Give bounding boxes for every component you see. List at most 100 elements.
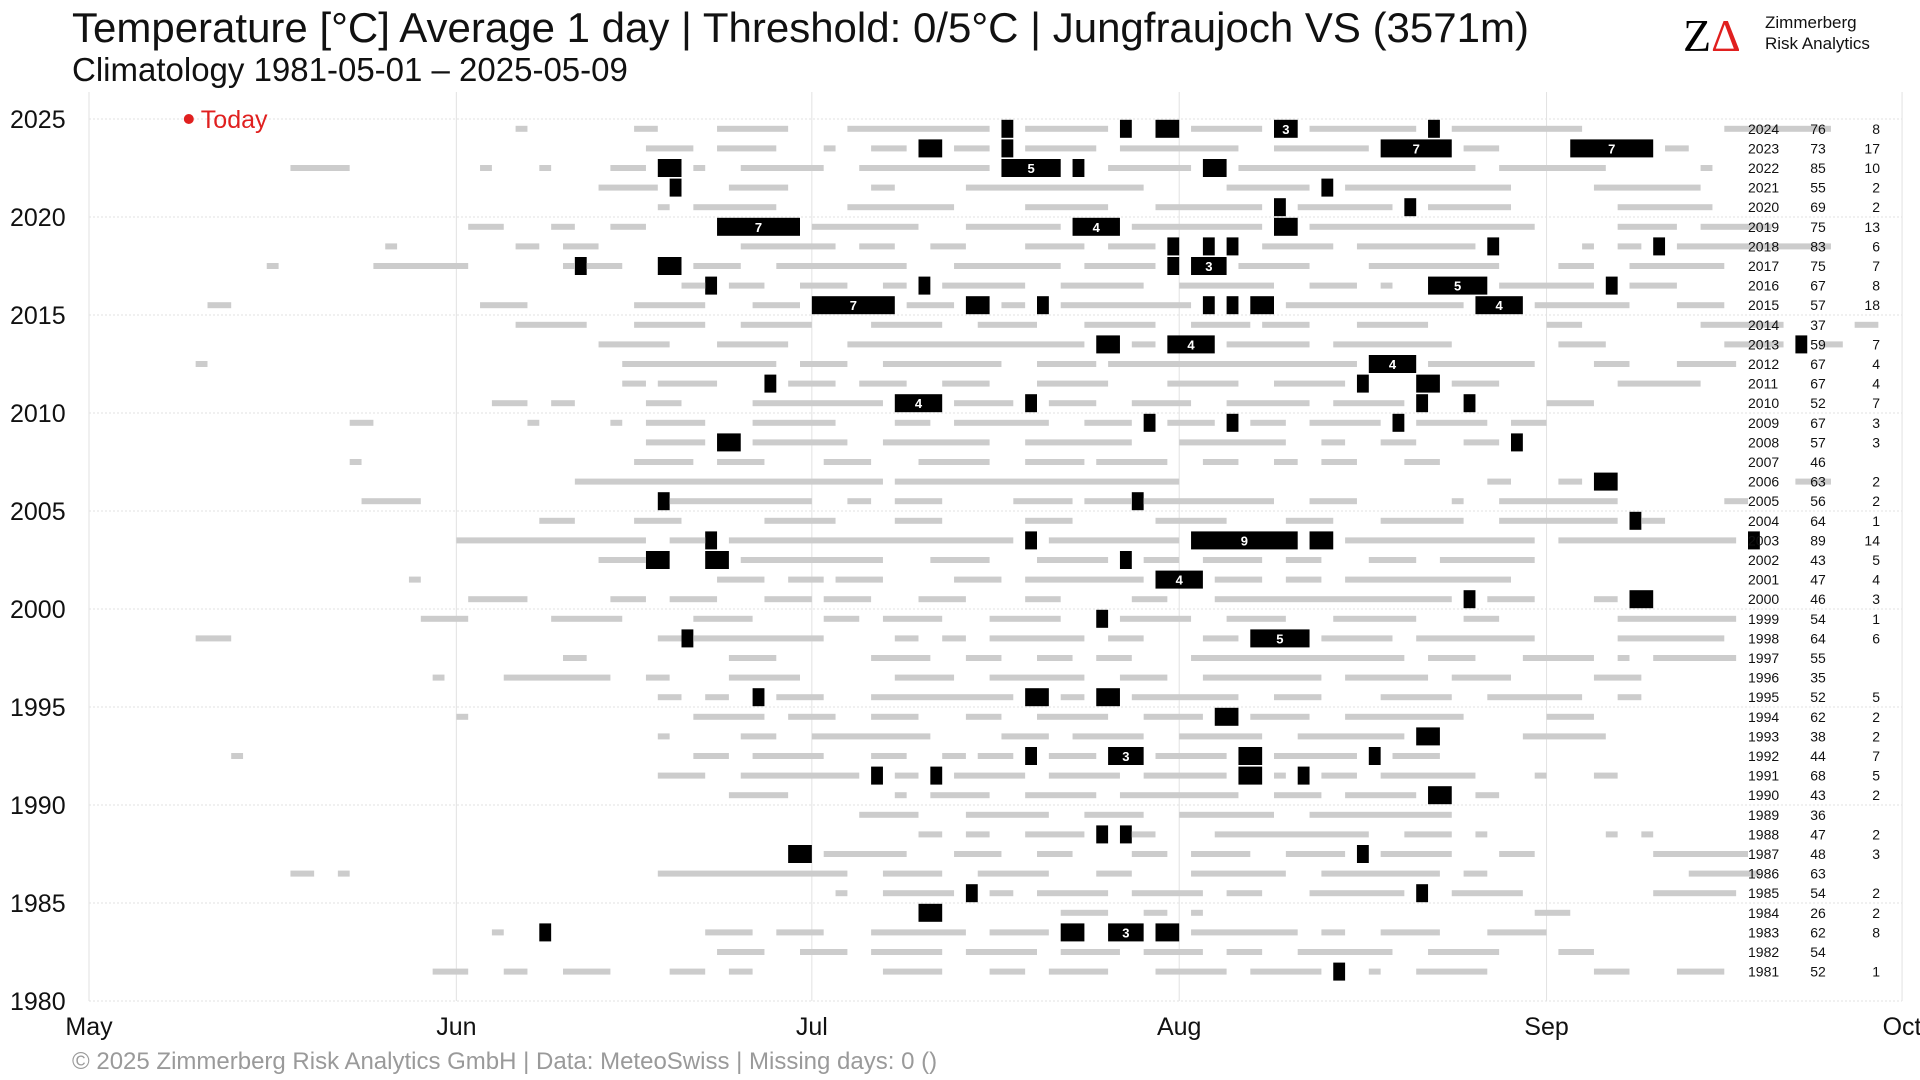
event-bar-gray [965,223,1061,230]
event-bar-gray [290,870,315,877]
stat-year: 1990 [1748,787,1779,803]
stat-days: 36 [1810,807,1826,823]
event-bar-gray [290,165,350,171]
event-bar-black [1416,884,1429,903]
stat-year: 2016 [1748,278,1779,294]
event-bar-gray [610,223,646,230]
event-bar-gray [231,753,244,759]
stat-year: 2002 [1748,552,1779,568]
stat-year: 2023 [1748,140,1779,156]
event-bar-black [1748,531,1760,550]
stat-max-run: 10 [1864,160,1880,176]
event-bar-gray [539,165,552,171]
event-bar-gray [776,929,824,936]
stat-days: 73 [1810,140,1826,156]
event-bar-gray [752,419,836,426]
event-bar-gray [195,635,232,642]
event-bar-gray [1416,635,1535,642]
stat-max-run: 7 [1872,395,1880,411]
event-bar-black [788,845,812,863]
event-bar-gray [1700,165,1713,171]
stat-max-run: 7 [1872,258,1880,274]
event-bar-gray [1001,302,1026,309]
event-bar-gray [1250,968,1322,975]
event-bar-gray [1191,125,1263,132]
event-bar-gray [1048,537,1180,544]
event-bar-black [1428,276,1488,295]
event-bar-gray [1380,929,1440,936]
event-bar-gray [1605,831,1618,838]
event-bar-black [1025,531,1037,550]
event-bar-black [657,159,682,177]
event-bar-gray [1345,792,1417,799]
event-bar-gray [1617,655,1630,661]
event-run-label: 3 [1282,122,1289,137]
event-bar-gray [634,125,658,132]
x-tick-label: May [65,1013,113,1041]
event-bar-gray [1558,949,1594,955]
event-bar-gray [954,772,1026,779]
stat-max-run: 2 [1872,474,1880,490]
event-bar-gray [776,263,907,269]
event-bar-gray [1155,517,1227,524]
event-bar-gray [1356,321,1429,328]
event-bar-black [1202,237,1215,256]
event-bar-gray [800,282,848,289]
event-bar-gray [1143,909,1168,916]
event-bar-black [1428,119,1440,138]
event-bar-gray [1131,400,1192,407]
event-bar-black [1025,688,1049,707]
event-bar-gray [1191,870,1286,877]
event-bar-gray [349,419,374,426]
stat-max-run: 8 [1872,924,1880,940]
event-bar-black [1570,139,1654,158]
event-bar-black [918,903,943,922]
event-bar-gray [894,498,943,505]
event-bar-gray [1226,400,1310,407]
event-bar-black [681,629,694,648]
event-bar-gray [1534,302,1630,309]
event-bar-black [1404,198,1417,217]
event-run-label: 5 [1276,631,1283,646]
event-bar-gray [1724,498,1748,505]
event-bar-gray [1262,243,1334,250]
stat-max-run: 2 [1872,493,1880,509]
event-bar-black [539,923,552,942]
stat-days: 57 [1810,297,1826,313]
event-bar-gray [989,968,1026,975]
event-bar-gray [859,243,895,250]
event-bar-gray [800,361,848,367]
event-bar-black [705,531,718,550]
stat-year: 2003 [1748,532,1779,548]
stat-days: 52 [1810,964,1826,980]
stat-year: 2022 [1748,160,1779,176]
event-bar-gray [1060,909,1109,916]
event-bar-gray [1487,478,1511,485]
event-bar-gray [1274,792,1322,799]
event-bar-gray [468,223,504,230]
stat-year: 1989 [1748,807,1779,823]
logo-text-line1: Zimmerberg [1765,13,1857,32]
event-bar-gray [586,263,623,269]
event-bar-gray [551,400,575,407]
event-bar-gray [420,615,469,622]
event-bar-gray [1380,517,1464,524]
event-bar-gray [954,851,1002,857]
event-bar-gray [823,851,907,857]
event-bar-gray [728,184,789,191]
event-bar-gray [989,890,1014,897]
event-bar-gray [1593,968,1630,975]
event-bar-gray [1262,321,1310,328]
stat-year: 1998 [1748,630,1779,646]
event-bar-black [965,296,990,315]
event-run-label: 7 [850,298,857,313]
event-bar-gray [740,165,824,171]
stat-days: 44 [1810,748,1826,764]
event-bar-gray [871,713,919,720]
y-tick-label: 2010 [10,400,66,428]
logo-text-line2: Risk Analytics [1765,34,1870,53]
event-bar-gray [1143,498,1274,505]
event-bar-gray [740,772,860,779]
stat-max-run: 3 [1872,434,1880,450]
event-bar-black [871,766,883,785]
